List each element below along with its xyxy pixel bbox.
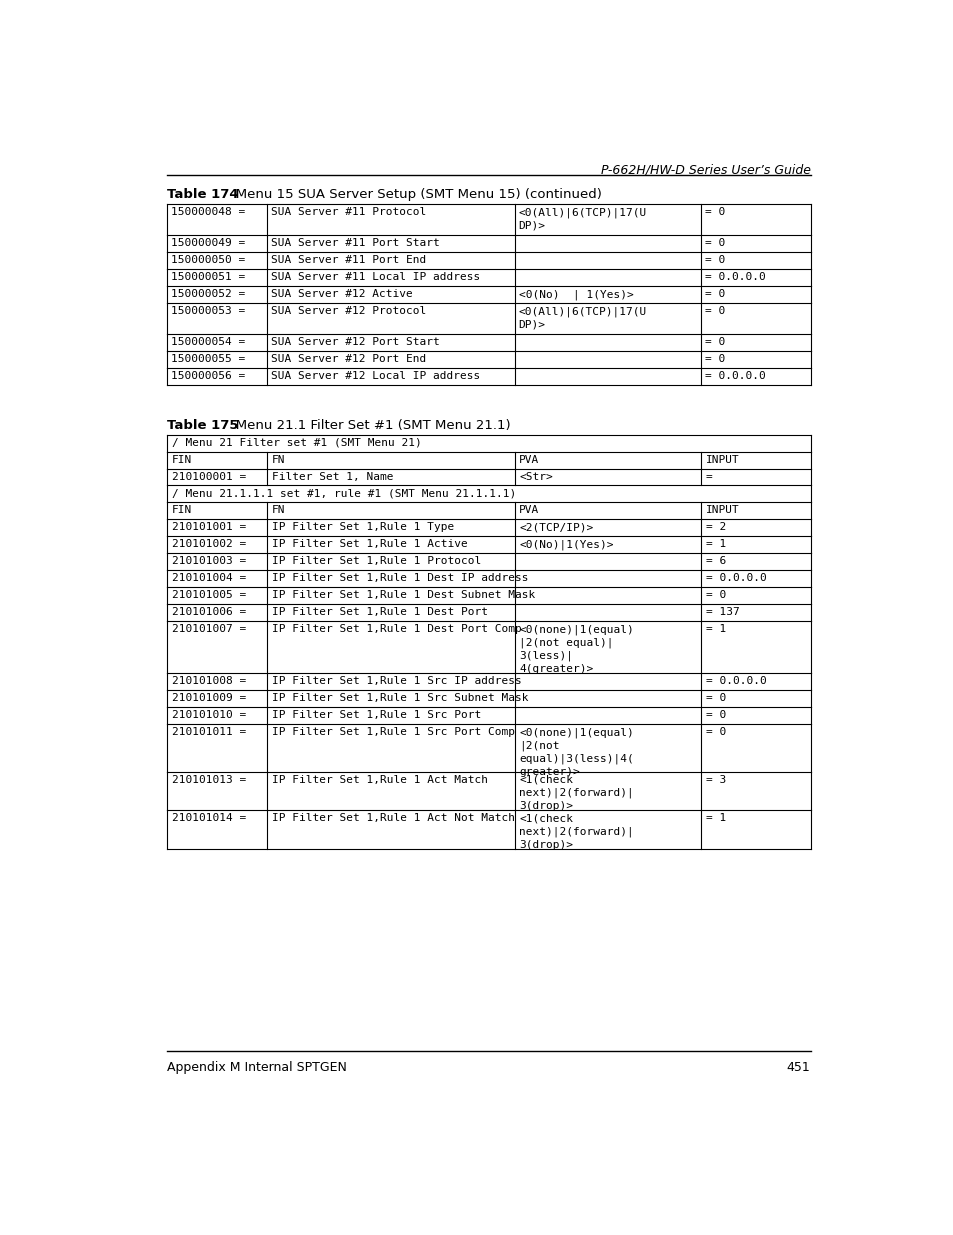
Text: = 1: = 1 [705, 624, 725, 634]
Text: IP Filter Set 1,Rule 1 Src Port: IP Filter Set 1,Rule 1 Src Port [272, 710, 480, 720]
Text: 150000049 =: 150000049 = [171, 238, 245, 248]
Text: 210101014 =: 210101014 = [172, 814, 246, 824]
Text: 210101005 =: 210101005 = [172, 590, 246, 600]
Text: = 0: = 0 [705, 727, 725, 737]
Text: IP Filter Set 1,Rule 1 Active: IP Filter Set 1,Rule 1 Active [272, 540, 467, 550]
Text: Menu 15 SUA Server Setup (SMT Menu 15) (continued): Menu 15 SUA Server Setup (SMT Menu 15) (… [223, 188, 601, 201]
Text: 150000055 =: 150000055 = [171, 353, 245, 364]
Text: FIN: FIN [172, 505, 192, 515]
Text: IP Filter Set 1,Rule 1 Act Not Match: IP Filter Set 1,Rule 1 Act Not Match [272, 814, 514, 824]
Text: 150000048 =: 150000048 = [171, 207, 245, 217]
Text: PVA: PVA [518, 454, 539, 464]
Text: = 6: = 6 [705, 556, 725, 567]
Text: = 2: = 2 [705, 522, 725, 532]
Text: = 0: = 0 [704, 238, 724, 248]
Text: 451: 451 [786, 1061, 810, 1073]
Text: SUA Server #12 Port Start: SUA Server #12 Port Start [271, 337, 439, 347]
Text: 150000052 =: 150000052 = [171, 289, 245, 299]
Text: SUA Server #12 Active: SUA Server #12 Active [271, 289, 413, 299]
Text: IP Filter Set 1,Rule 1 Dest Port: IP Filter Set 1,Rule 1 Dest Port [272, 608, 487, 618]
Text: IP Filter Set 1,Rule 1 Src IP address: IP Filter Set 1,Rule 1 Src IP address [272, 677, 521, 687]
Text: Menu 21.1 Filter Set #1 (SMT Menu 21.1): Menu 21.1 Filter Set #1 (SMT Menu 21.1) [222, 419, 510, 432]
Text: = 0.0.0.0: = 0.0.0.0 [705, 677, 766, 687]
Text: 150000053 =: 150000053 = [171, 306, 245, 316]
Text: = 1: = 1 [705, 814, 725, 824]
Text: 210101008 =: 210101008 = [172, 677, 246, 687]
Text: = 0.0.0.0: = 0.0.0.0 [705, 573, 766, 583]
Text: IP Filter Set 1,Rule 1 Act Match: IP Filter Set 1,Rule 1 Act Match [272, 776, 487, 785]
Text: Table 174: Table 174 [167, 188, 238, 201]
Text: / Menu 21.1.1.1 set #1, rule #1 (SMT Menu 21.1.1.1): / Menu 21.1.1.1 set #1, rule #1 (SMT Men… [172, 489, 516, 499]
Text: 210100001 =: 210100001 = [172, 472, 246, 482]
Text: FIN: FIN [172, 454, 192, 464]
Text: <0(none)|1(equal)
|2(not equal)|
3(less)|
4(greater)>: <0(none)|1(equal) |2(not equal)| 3(less)… [518, 624, 634, 674]
Text: 210101007 =: 210101007 = [172, 624, 246, 634]
Text: 210101001 =: 210101001 = [172, 522, 246, 532]
Text: = 0: = 0 [705, 693, 725, 704]
Text: = 0: = 0 [705, 710, 725, 720]
Text: SUA Server #11 Port End: SUA Server #11 Port End [271, 256, 426, 266]
Text: <0(No)|1(Yes)>: <0(No)|1(Yes)> [518, 540, 613, 550]
Text: / Menu 21 Filter set #1 (SMT Menu 21): / Menu 21 Filter set #1 (SMT Menu 21) [172, 437, 421, 448]
Text: IP Filter Set 1,Rule 1 Dest IP address: IP Filter Set 1,Rule 1 Dest IP address [272, 573, 528, 583]
Text: INPUT: INPUT [705, 454, 739, 464]
Text: <0(All)|6(TCP)|17(U
DP)>: <0(All)|6(TCP)|17(U DP)> [518, 207, 646, 231]
Text: = 0: = 0 [704, 306, 724, 316]
Text: = 1: = 1 [705, 540, 725, 550]
Text: Table 175: Table 175 [167, 419, 238, 432]
Text: IP Filter Set 1,Rule 1 Protocol: IP Filter Set 1,Rule 1 Protocol [272, 556, 480, 567]
Text: 210101013 =: 210101013 = [172, 776, 246, 785]
Text: <1(check
next)|2(forward)|
3(drop)>: <1(check next)|2(forward)| 3(drop)> [518, 776, 634, 811]
Text: = 0: = 0 [704, 256, 724, 266]
Text: FN: FN [272, 454, 285, 464]
Text: = 0: = 0 [704, 207, 724, 217]
Text: = 0: = 0 [705, 590, 725, 600]
Text: <0(No)  | 1(Yes)>: <0(No) | 1(Yes)> [518, 289, 633, 300]
Text: <0(All)|6(TCP)|17(U
DP)>: <0(All)|6(TCP)|17(U DP)> [518, 306, 646, 330]
Text: Filter Set 1, Name: Filter Set 1, Name [272, 472, 393, 482]
Text: <1(check
next)|2(forward)|
3(drop)>: <1(check next)|2(forward)| 3(drop)> [518, 814, 634, 850]
Text: INPUT: INPUT [705, 505, 739, 515]
Text: 210101002 =: 210101002 = [172, 540, 246, 550]
Text: = 0: = 0 [704, 289, 724, 299]
Text: 210101004 =: 210101004 = [172, 573, 246, 583]
Text: SUA Server #12 Port End: SUA Server #12 Port End [271, 353, 426, 364]
Text: 150000054 =: 150000054 = [171, 337, 245, 347]
Text: PVA: PVA [518, 505, 539, 515]
Text: =: = [705, 472, 712, 482]
Text: Appendix M Internal SPTGEN: Appendix M Internal SPTGEN [167, 1061, 347, 1073]
Text: <0(none)|1(equal)
|2(not
equal)|3(less)|4(
greater)>: <0(none)|1(equal) |2(not equal)|3(less)|… [518, 727, 634, 777]
Text: P-662H/HW-D Series User’s Guide: P-662H/HW-D Series User’s Guide [600, 163, 810, 177]
Text: <Str>: <Str> [518, 472, 553, 482]
Text: IP Filter Set 1,Rule 1 Type: IP Filter Set 1,Rule 1 Type [272, 522, 454, 532]
Text: 210101009 =: 210101009 = [172, 693, 246, 704]
Text: FN: FN [272, 505, 285, 515]
Text: = 0.0.0.0: = 0.0.0.0 [704, 272, 765, 282]
Text: IP Filter Set 1,Rule 1 Dest Subnet Mask: IP Filter Set 1,Rule 1 Dest Subnet Mask [272, 590, 535, 600]
Text: SUA Server #11 Protocol: SUA Server #11 Protocol [271, 207, 426, 217]
Text: SUA Server #11 Port Start: SUA Server #11 Port Start [271, 238, 439, 248]
Text: = 3: = 3 [705, 776, 725, 785]
Text: <2(TCP/IP)>: <2(TCP/IP)> [518, 522, 593, 532]
Text: SUA Server #12 Protocol: SUA Server #12 Protocol [271, 306, 426, 316]
Text: 150000050 =: 150000050 = [171, 256, 245, 266]
Text: = 137: = 137 [705, 608, 739, 618]
Text: 210101010 =: 210101010 = [172, 710, 246, 720]
Text: SUA Server #12 Local IP address: SUA Server #12 Local IP address [271, 370, 479, 380]
Text: SUA Server #11 Local IP address: SUA Server #11 Local IP address [271, 272, 479, 282]
Text: IP Filter Set 1,Rule 1 Src Subnet Mask: IP Filter Set 1,Rule 1 Src Subnet Mask [272, 693, 528, 704]
Text: 150000056 =: 150000056 = [171, 370, 245, 380]
Text: 210101003 =: 210101003 = [172, 556, 246, 567]
Text: IP Filter Set 1,Rule 1 Src Port Comp: IP Filter Set 1,Rule 1 Src Port Comp [272, 727, 514, 737]
Text: = 0: = 0 [704, 337, 724, 347]
Text: = 0: = 0 [704, 353, 724, 364]
Text: 210101006 =: 210101006 = [172, 608, 246, 618]
Text: = 0.0.0.0: = 0.0.0.0 [704, 370, 765, 380]
Text: 150000051 =: 150000051 = [171, 272, 245, 282]
Text: 210101011 =: 210101011 = [172, 727, 246, 737]
Text: IP Filter Set 1,Rule 1 Dest Port Comp: IP Filter Set 1,Rule 1 Dest Port Comp [272, 624, 521, 634]
